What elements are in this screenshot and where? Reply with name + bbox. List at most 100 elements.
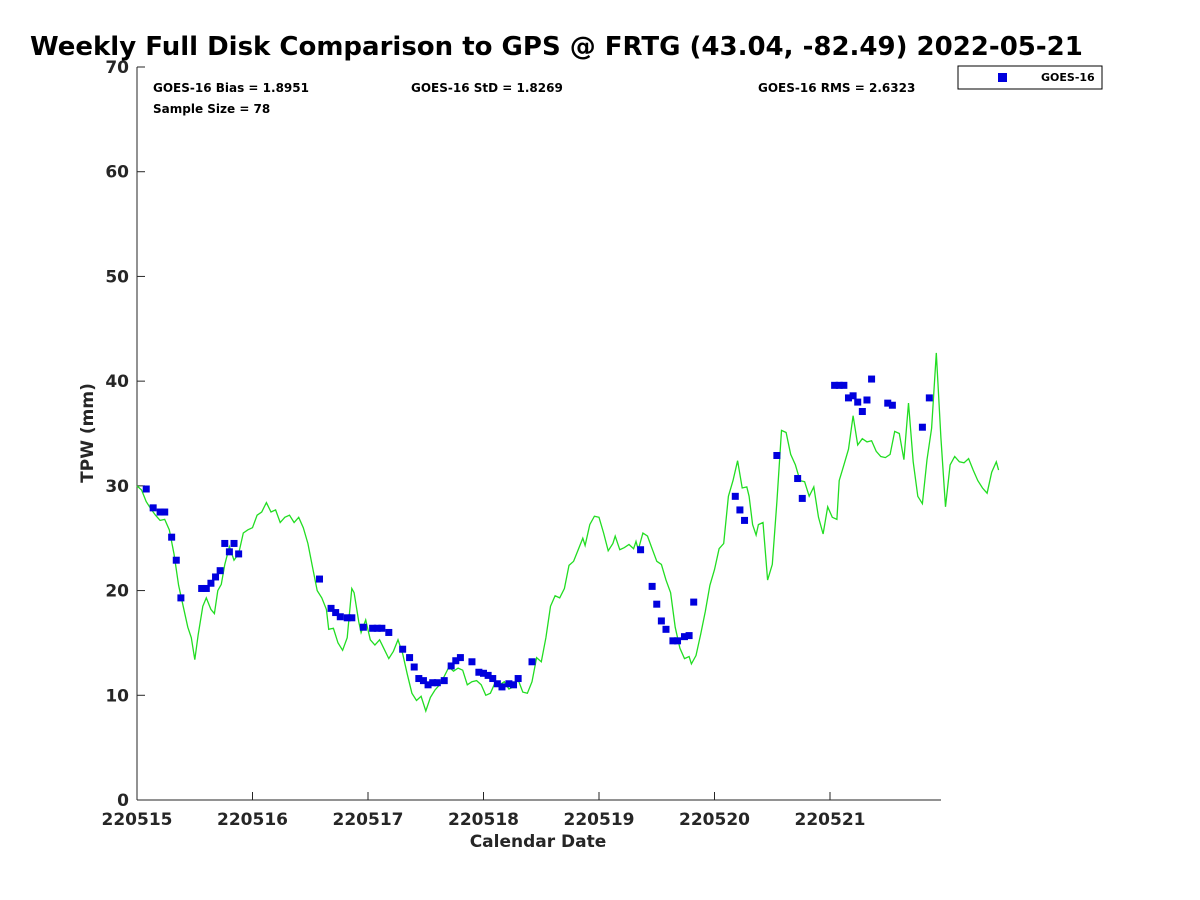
x-tick-label: 220521 xyxy=(795,810,866,830)
sample-size-stat: Sample Size = 78 xyxy=(153,102,270,116)
goes-data-point xyxy=(493,680,501,688)
y-axis-label: TPW (mm) xyxy=(78,383,98,483)
goes-data-point xyxy=(475,668,483,676)
goes-data-point xyxy=(149,504,157,512)
goes-data-point xyxy=(849,392,857,400)
goes-data-point xyxy=(447,662,455,670)
goes-data-point xyxy=(794,475,802,483)
goes-data-point xyxy=(505,680,513,688)
y-tick-label: 50 xyxy=(105,267,129,287)
goes-data-point xyxy=(868,375,876,383)
goes-data-point xyxy=(662,625,670,633)
goes-data-point xyxy=(685,632,693,640)
goes-data-point xyxy=(736,506,744,514)
goes-data-point xyxy=(835,381,843,389)
legend-box xyxy=(957,65,1103,90)
goes-data-point xyxy=(177,594,185,602)
goes-data-point xyxy=(142,485,150,493)
goes-data-point xyxy=(212,573,220,581)
gps-series-line xyxy=(136,352,1000,714)
goes-data-point xyxy=(440,677,448,685)
goes-data-point xyxy=(674,637,682,645)
goes-data-point xyxy=(369,624,377,632)
goes-data-point xyxy=(918,423,926,431)
goes-data-point xyxy=(168,533,176,541)
goes-data-point xyxy=(315,575,323,583)
goes-data-point xyxy=(498,683,506,691)
goes-data-point xyxy=(378,624,386,632)
goes-data-point xyxy=(161,508,169,516)
goes-data-point xyxy=(637,546,645,554)
goes-data-point xyxy=(456,654,464,662)
goes-data-point xyxy=(528,658,536,666)
goes-data-point xyxy=(925,394,933,402)
goes-data-point xyxy=(424,681,432,689)
y-tick-label: 10 xyxy=(105,686,129,706)
legend-goes-marker xyxy=(998,73,1007,82)
goes-data-point xyxy=(433,679,441,687)
x-axis-label: Calendar Date xyxy=(470,832,607,852)
goes-data-point xyxy=(884,399,892,407)
x-tick-label: 220520 xyxy=(679,810,750,830)
goes-data-point xyxy=(741,516,749,524)
goes-data-point xyxy=(510,681,518,689)
goes-data-point xyxy=(373,624,381,632)
goes-data-point xyxy=(731,492,739,500)
legend: GOES-16 xyxy=(957,65,1103,90)
goes-data-point xyxy=(657,617,665,625)
goes-data-point xyxy=(840,381,848,389)
goes-data-point xyxy=(854,398,862,406)
goes-data-point xyxy=(343,614,351,622)
goes-data-point xyxy=(348,614,356,622)
goes-data-point xyxy=(863,396,871,404)
goes-data-point xyxy=(207,579,215,587)
y-tick-label: 30 xyxy=(105,477,129,497)
goes-data-point xyxy=(653,600,661,608)
goes-data-point xyxy=(690,598,698,606)
goes-data-point xyxy=(452,657,460,665)
rms-stat: GOES-16 RMS = 2.6323 xyxy=(758,81,915,95)
x-tick-label: 220515 xyxy=(102,810,173,830)
goes-data-point xyxy=(648,582,656,590)
x-tick-label: 220517 xyxy=(333,810,404,830)
goes-data-point xyxy=(844,394,852,402)
goes-data-point xyxy=(888,401,896,409)
goes-data-point xyxy=(225,548,233,556)
goes-data-point xyxy=(831,381,839,389)
goes-data-point xyxy=(489,675,497,683)
goes-data-point xyxy=(230,539,238,547)
goes-data-point xyxy=(429,679,437,687)
std-stat: GOES-16 StD = 1.8269 xyxy=(411,81,563,95)
x-tick-label: 220519 xyxy=(564,810,635,830)
goes-data-point xyxy=(410,663,418,671)
y-tick-label: 70 xyxy=(105,58,129,78)
goes-data-point xyxy=(480,669,487,677)
goes-data-point xyxy=(406,654,414,662)
goes-data-point xyxy=(415,675,423,683)
goes-data-point xyxy=(359,623,367,631)
goes-data-point xyxy=(484,671,492,679)
goes-data-point xyxy=(202,584,210,592)
goes-data-point xyxy=(221,539,229,547)
y-tick-label: 40 xyxy=(105,372,129,392)
goes-data-point xyxy=(235,550,243,558)
goes-data-point xyxy=(198,584,206,592)
goes-data-point xyxy=(773,451,781,459)
goes-data-point xyxy=(419,677,427,685)
goes-data-point xyxy=(468,658,476,666)
goes-data-point xyxy=(399,645,407,653)
x-tick-label: 220516 xyxy=(217,810,288,830)
goes-data-point xyxy=(156,508,164,516)
goes-data-point xyxy=(332,609,340,617)
goes-data-point xyxy=(172,556,180,564)
y-tick-label: 0 xyxy=(117,791,129,811)
goes-data-point xyxy=(798,494,806,502)
goes-data-point xyxy=(336,613,344,621)
goes-data-point xyxy=(514,675,522,683)
y-tick-label: 20 xyxy=(105,582,129,602)
goes-data-point xyxy=(680,633,688,641)
goes-data-point xyxy=(385,628,393,636)
x-tick-label: 220518 xyxy=(448,810,519,830)
plot-area: 0 10 20 30 40 50 60 70 220515 220516 220517 220518 2… xyxy=(102,58,1000,830)
